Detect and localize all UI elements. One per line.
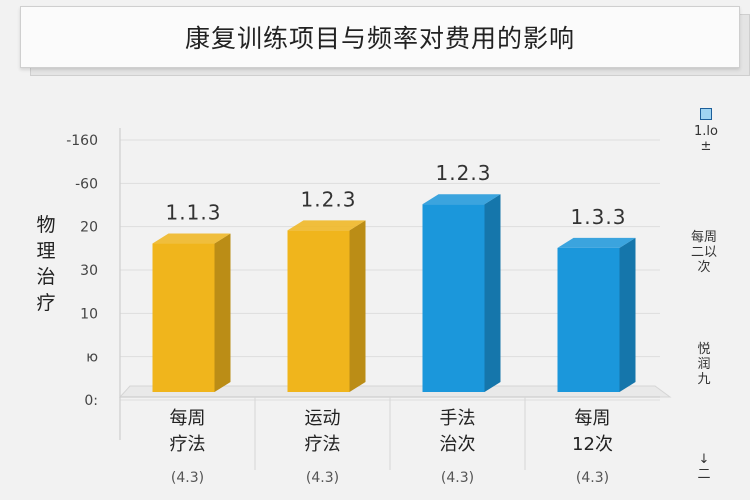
legend-entry-3-line-1: 悦 xyxy=(697,342,711,357)
bar-top xyxy=(152,233,231,244)
y-tick-label: 10 xyxy=(80,306,98,322)
x-tick-label: 疗法 xyxy=(305,434,341,455)
x-tick-sublabel: (4.3) xyxy=(441,470,474,486)
bar-top xyxy=(422,194,501,205)
y-tick-label: 0: xyxy=(84,393,98,409)
data-label: 1.2.3 xyxy=(436,161,492,185)
y-tick-label: 20 xyxy=(80,220,98,236)
legend-entry-2-line-3: 次 xyxy=(697,260,711,275)
y-axis-label: 物理治疗 xyxy=(36,214,56,314)
x-tick-label: 治次 xyxy=(440,434,476,455)
bar xyxy=(287,230,350,392)
legend-entry-3: 悦 润 九 xyxy=(684,342,724,387)
x-tick-sublabel: (4.3) xyxy=(576,470,609,486)
bar xyxy=(152,243,215,392)
legend-entry-1-line-2: ± xyxy=(700,139,712,154)
data-label: 1.2.3 xyxy=(301,187,357,211)
y-tick-label: ю xyxy=(86,350,98,366)
data-label: 1.3.3 xyxy=(571,205,627,229)
legend-entry-2: 每周 二以 次 xyxy=(684,230,724,275)
x-tick-label: 运动 xyxy=(305,408,341,429)
x-tick-label: 每周 xyxy=(575,408,611,429)
legend-entry-3-line-2: 润 xyxy=(697,357,711,372)
legend-entry-4-line-2: 二 xyxy=(697,467,711,482)
legend-marker-icon xyxy=(700,108,712,120)
legend-entry-2-line-1: 每周 xyxy=(690,230,717,245)
legend-entry-2-line-2: 二以 xyxy=(690,245,717,260)
legend-entry-1: 1.lo ± xyxy=(686,124,726,154)
bar-side xyxy=(214,233,231,392)
title-panel: 康复训练项目与频率对费用的影响 xyxy=(20,6,740,68)
bar-top xyxy=(557,237,636,248)
legend-entry-3-line-3: 九 xyxy=(697,372,711,387)
legend-entry-4: ↓ 二 xyxy=(684,452,724,482)
bar-side xyxy=(349,220,366,392)
bar-top xyxy=(287,220,366,231)
x-tick-label: 手法 xyxy=(440,408,476,429)
x-tick-label: 每周 xyxy=(170,408,206,429)
data-label: 1.1.3 xyxy=(166,201,222,225)
legend-entry-4-line-1: ↓ xyxy=(698,452,710,467)
x-tick-sublabel: (4.3) xyxy=(306,470,339,486)
x-tick-label: 12次 xyxy=(572,434,613,455)
legend-entry-1-line-1: 1.lo xyxy=(694,124,718,139)
bar xyxy=(557,247,620,392)
chart-title: 康复训练项目与频率对费用的影响 xyxy=(184,24,575,53)
bar xyxy=(422,204,485,392)
x-tick-sublabel: (4.3) xyxy=(171,470,204,486)
y-tick-label: -160 xyxy=(66,133,98,149)
x-tick-label: 疗法 xyxy=(170,434,206,455)
bar-side xyxy=(619,237,636,392)
y-tick-label: -60 xyxy=(75,176,98,192)
bar-side xyxy=(484,194,501,392)
y-tick-label: 30 xyxy=(80,263,98,279)
